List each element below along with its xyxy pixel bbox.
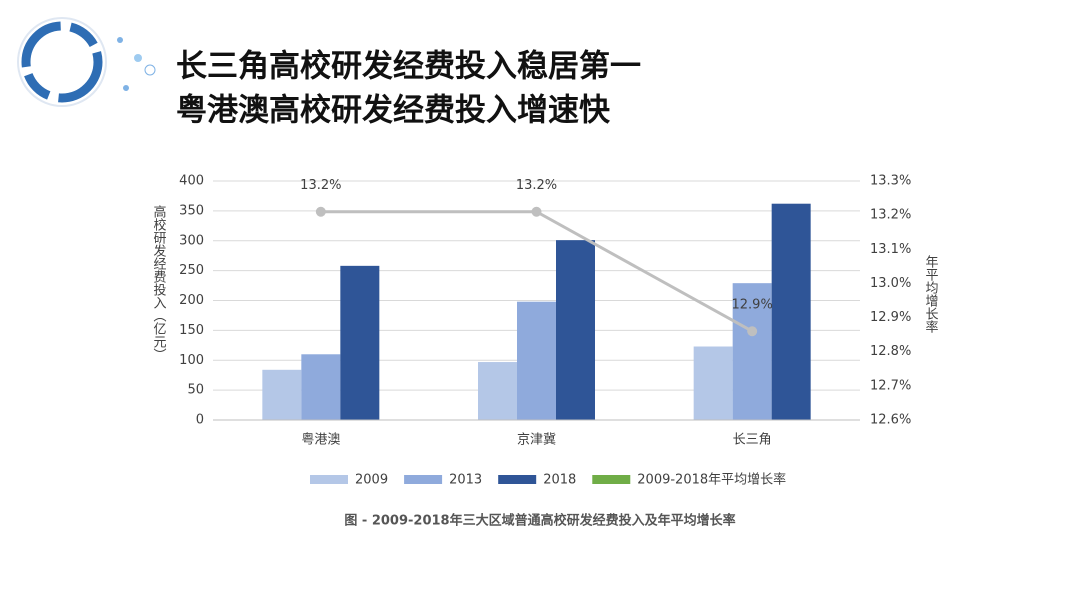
y2-axis-label: 年平均增长率 — [923, 255, 939, 333]
y2-tick-label: 13.1% — [870, 242, 911, 257]
bar — [771, 203, 811, 420]
y-tick-label: 250 — [179, 263, 204, 278]
y2-tick-label: 13.0% — [870, 276, 911, 291]
legend-label: 2018 — [543, 473, 576, 488]
bar — [732, 283, 772, 420]
legend-swatch — [404, 475, 443, 484]
legend-swatch — [592, 475, 631, 484]
bar — [478, 362, 517, 420]
data-label: 13.2% — [300, 178, 341, 193]
line-point — [315, 206, 326, 217]
y-tick-label: 350 — [179, 203, 204, 218]
y-tick-label: 400 — [179, 174, 204, 189]
bar — [556, 240, 595, 420]
caption: 图 - 2009-2018年三大区域普通高校研发经费投入及年平均增长率 — [344, 513, 735, 529]
x-tick-label: 粤港澳 — [301, 432, 340, 448]
bar — [301, 354, 341, 420]
x-tick-label: 京津冀 — [517, 432, 556, 448]
y2-tick-label: 13.3% — [870, 174, 911, 189]
y-tick-label: 300 — [179, 233, 204, 248]
bar — [262, 369, 302, 420]
bar — [693, 346, 733, 420]
line-point — [747, 326, 758, 337]
y-tick-label: 0 — [196, 413, 204, 428]
y-tick-label: 200 — [179, 293, 204, 308]
legend-label: 2013 — [449, 473, 482, 488]
logo — [17, 17, 156, 107]
bar — [340, 265, 380, 420]
data-label: 12.9% — [732, 298, 773, 313]
y2-tick-label: 12.9% — [870, 310, 911, 325]
legend-swatch — [498, 475, 537, 484]
y2-tick-label: 12.8% — [870, 344, 911, 359]
data-label: 13.2% — [516, 178, 557, 193]
legend-swatch — [310, 475, 348, 484]
title: 长三角高校研发经费投入稳居第一 — [176, 49, 641, 85]
bar — [517, 301, 556, 420]
x-tick-label: 长三角 — [733, 433, 772, 448]
y2-tick-label: 13.2% — [870, 208, 911, 223]
y-tick-label: 100 — [179, 353, 204, 368]
title: 粤港澳高校研发经费投入增速快 — [176, 93, 611, 129]
y-tick-label: 150 — [179, 323, 204, 338]
y-tick-label: 50 — [187, 383, 204, 398]
y-axis-label: 高校研发经费投入（亿元） — [151, 204, 167, 361]
y2-tick-label: 12.6% — [870, 413, 911, 428]
legend-label: 2009-2018年平均增长率 — [637, 472, 786, 488]
legend-label: 2009 — [355, 473, 388, 488]
y2-tick-label: 12.7% — [870, 378, 911, 393]
line-point — [531, 206, 542, 217]
